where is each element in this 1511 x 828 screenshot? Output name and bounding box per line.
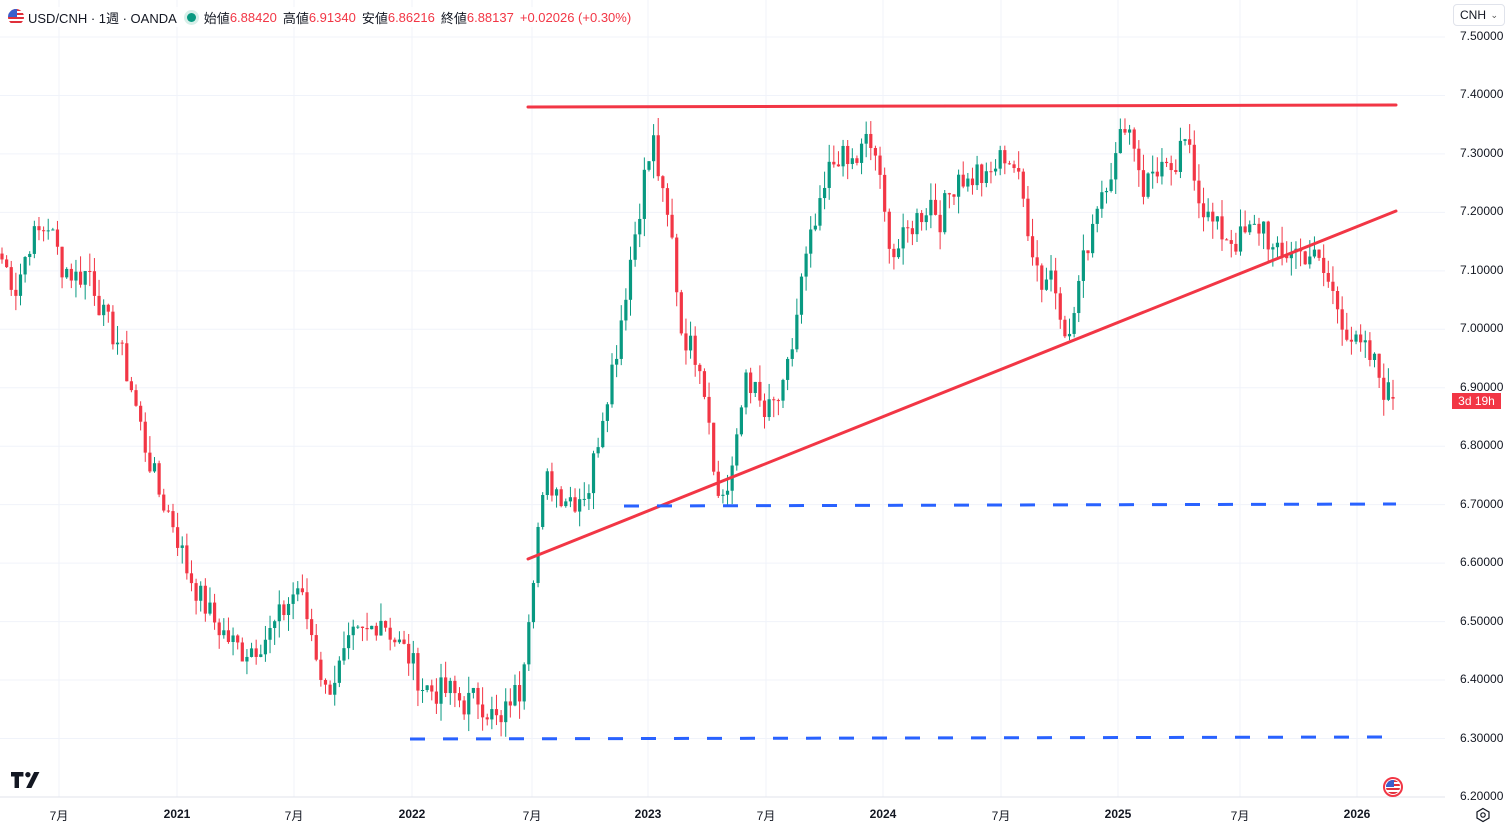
time-tick-label: 7月 (284, 809, 304, 823)
time-tick-label: 7月 (756, 809, 776, 823)
time-tick-label: 2026 (1343, 807, 1371, 821)
us-flag-icon (8, 9, 24, 25)
high-value: 6.91340 (308, 9, 356, 25)
symbol-title[interactable]: USD/CNH · 1週 · OANDA (28, 10, 177, 26)
price-tick-label: 6.60000 (1460, 555, 1504, 570)
price-tick-label: 6.40000 (1460, 672, 1504, 687)
price-tick-label: 7.50000 (1460, 29, 1504, 43)
ascending-trendline[interactable] (526, 209, 1398, 561)
close-label: 終値 (440, 10, 467, 26)
market-status-icon (186, 12, 196, 22)
close-value: 6.88137 (466, 9, 514, 25)
price-tick-label: 6.80000 (1460, 438, 1504, 453)
open-label: 始値 (203, 10, 230, 26)
time-tick-label: 7月 (991, 809, 1011, 823)
time-tick-label: 7月 (49, 809, 69, 823)
time-tick-label: 2023 (634, 807, 662, 821)
low-label: 安値 (361, 10, 388, 26)
open-value: 6.88420 (229, 9, 277, 25)
economic-event-flag-icon[interactable] (1383, 777, 1403, 797)
price-tick-label: 7.10000 (1460, 262, 1504, 277)
time-tick-label: 2024 (869, 807, 897, 821)
bar-countdown-label: 3d 19h (1452, 393, 1501, 409)
low-value: 6.86216 (387, 9, 435, 25)
price-tick-label: 7.00000 (1460, 321, 1504, 336)
tradingview-logo-icon[interactable] (11, 772, 43, 788)
chart-grid (0, 0, 1445, 798)
price-tick-label: 6.90000 (1460, 379, 1504, 394)
settings-hexagon-icon[interactable] (1475, 807, 1491, 823)
time-tick-label: 7月 (522, 809, 542, 823)
price-tick-label: 7.40000 (1460, 87, 1504, 102)
price-tick-label: 6.50000 (1460, 613, 1504, 628)
change-value: +0.02026 (+0.30%) (519, 9, 632, 25)
drawing-layer (409, 103, 1398, 741)
chevron-down-icon: ⌄ (1490, 9, 1498, 20)
time-tick-label: 2021 (163, 807, 191, 821)
candlestick-series (0, 117, 1395, 737)
price-tick-label: 6.30000 (1460, 730, 1504, 745)
time-tick-label: 7月 (1230, 809, 1250, 823)
high-label: 高値 (282, 10, 309, 26)
currency-select-button[interactable]: CNH ⌄ (1453, 4, 1505, 26)
resistance-line[interactable] (526, 103, 1398, 109)
price-tick-label: 7.30000 (1460, 145, 1504, 160)
symbol-header: USD/CNH · 1週 · OANDA 始値 6.88420 高値 6.91340… (8, 7, 632, 27)
price-tick-label: 6.70000 (1460, 496, 1504, 511)
price-tick-label: 6.20000 (1460, 788, 1504, 803)
price-tick-label: 7.20000 (1460, 204, 1504, 219)
time-tick-label: 2025 (1104, 807, 1132, 821)
time-tick-label: 2022 (398, 807, 426, 821)
currency-label: CNH (1460, 8, 1486, 22)
